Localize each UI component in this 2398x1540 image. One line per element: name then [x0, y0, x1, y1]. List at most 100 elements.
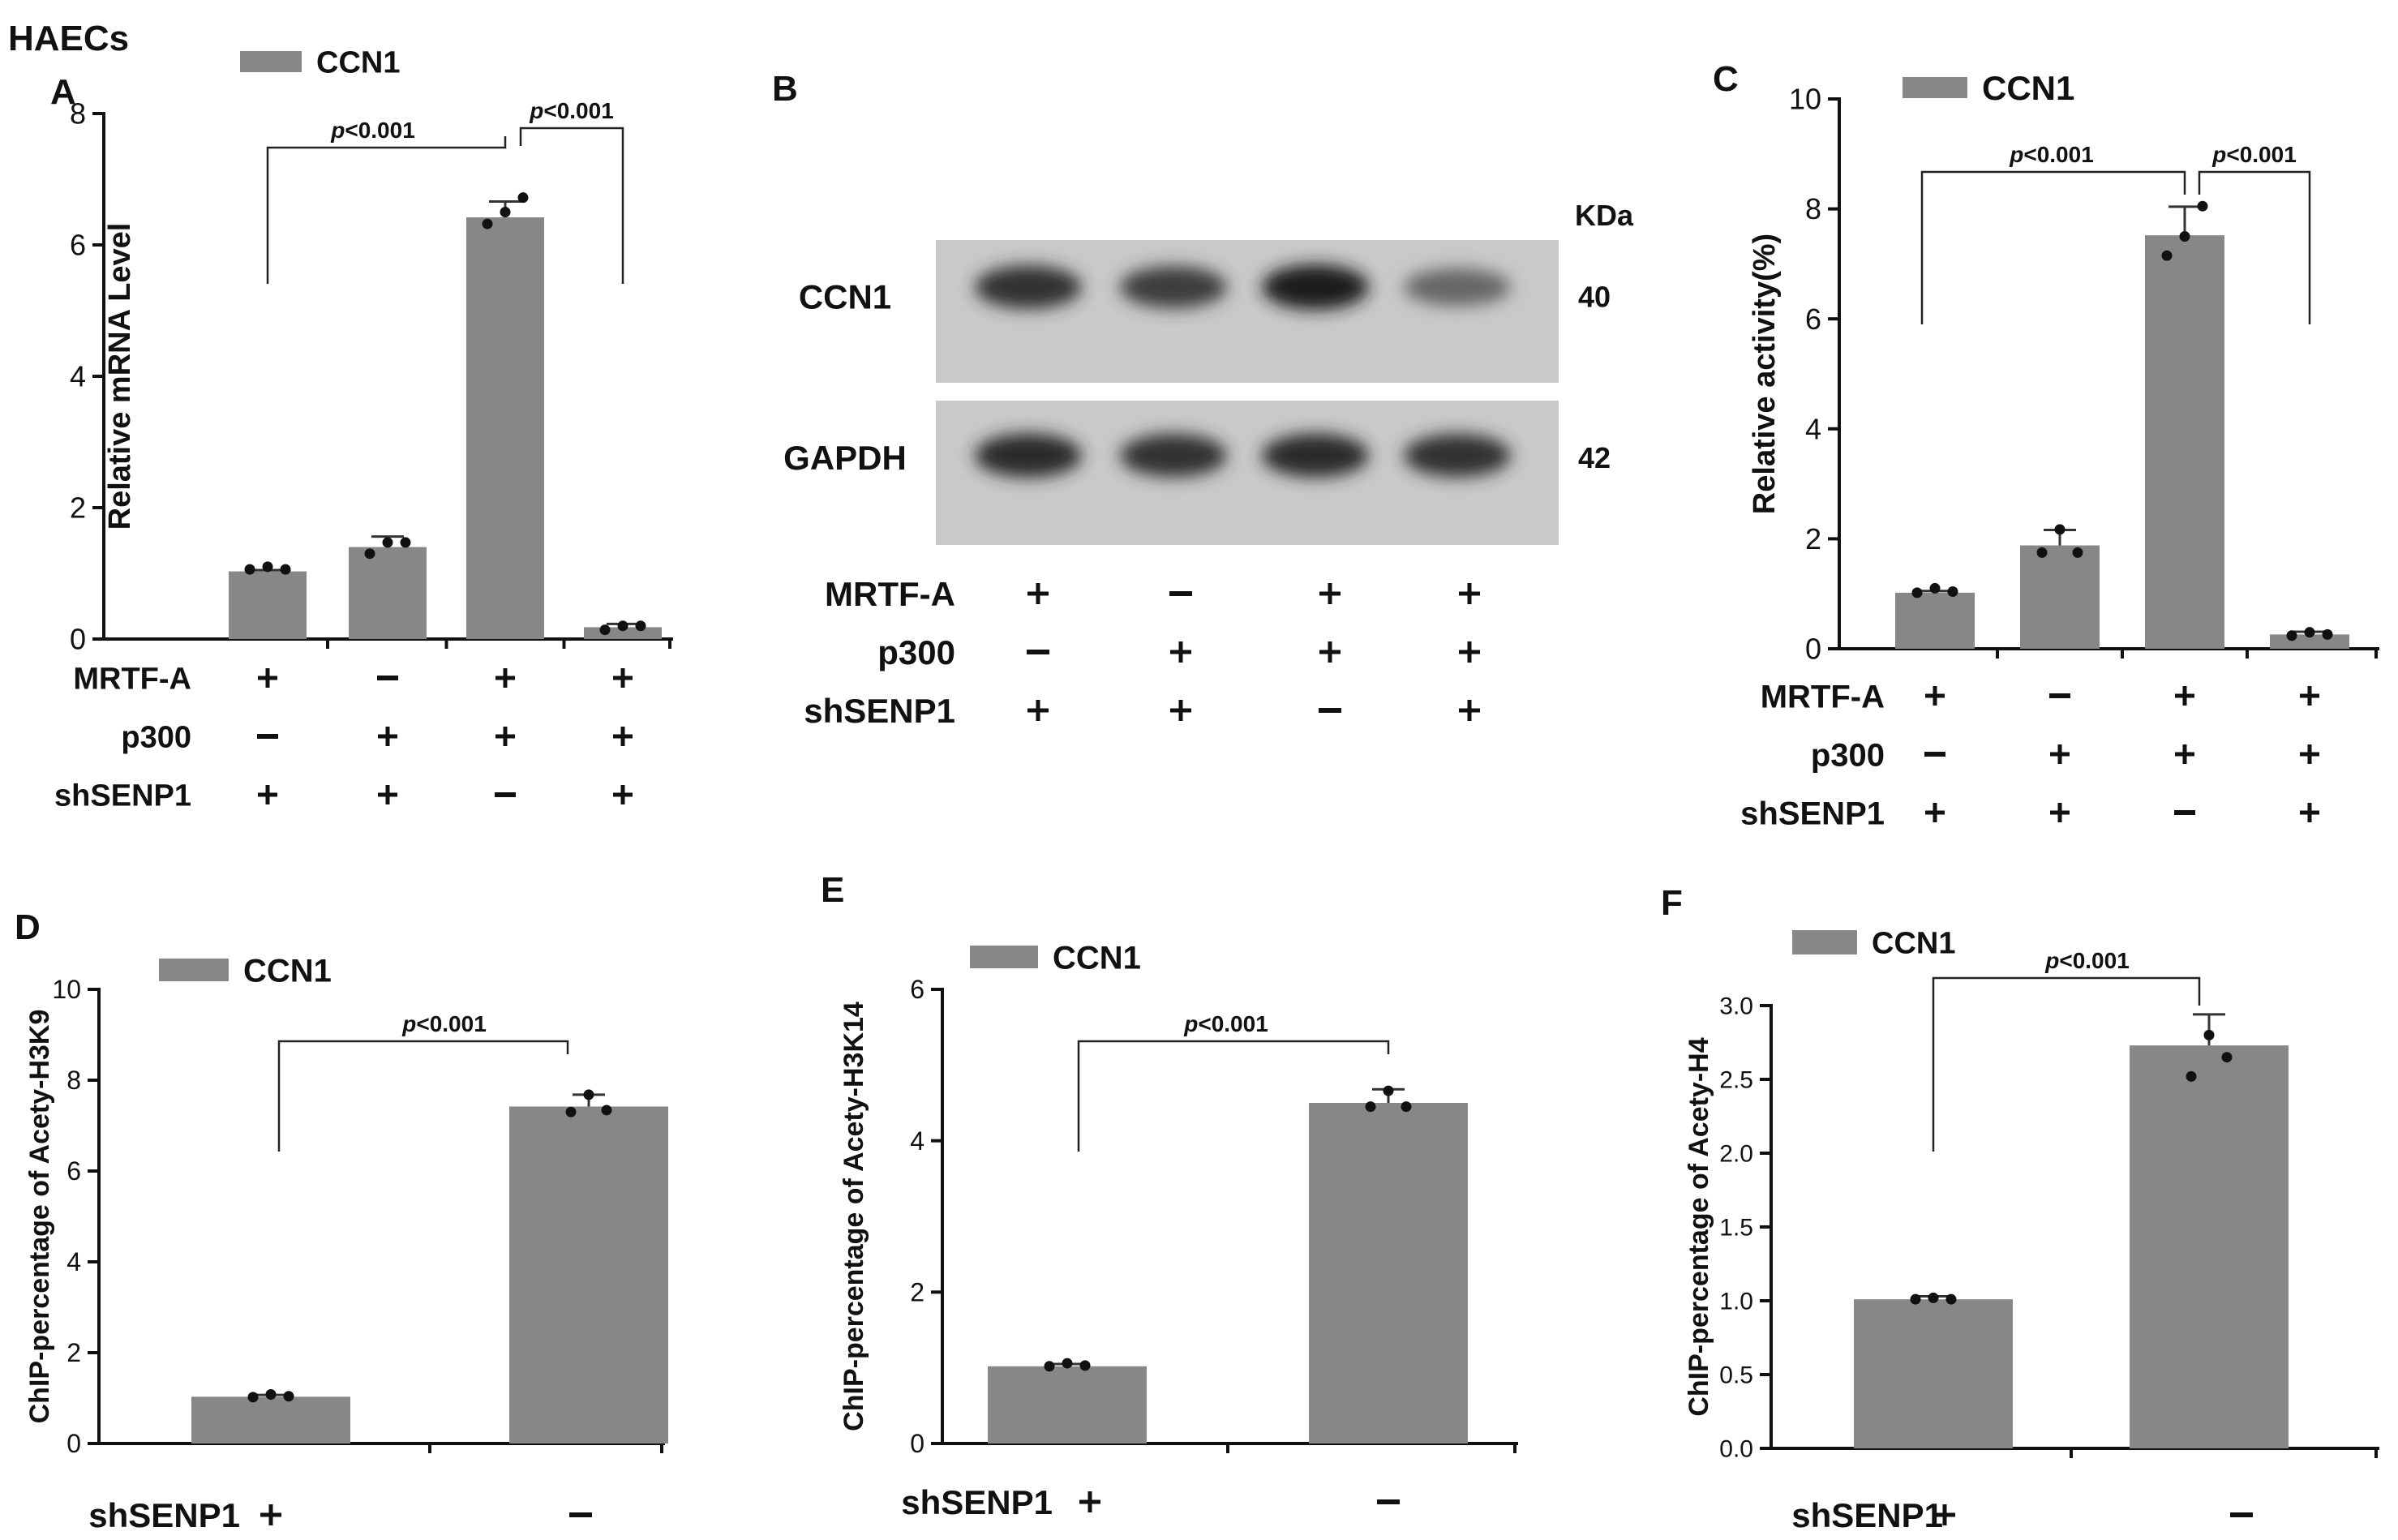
y-tick-label: 0 [1805, 633, 1821, 666]
data-point [1079, 1360, 1091, 1371]
protein-label: GAPDH [783, 439, 907, 477]
bar [2020, 545, 2100, 649]
plus-sign-stem [1036, 583, 1040, 604]
data-point [2186, 1070, 2197, 1082]
plus-sign-stem [1328, 641, 1332, 663]
plus-sign-stem [1933, 686, 1937, 706]
plus-sign-stem [1467, 700, 1472, 721]
y-tick-label: 8 [1805, 192, 1821, 225]
legend-swatch [159, 959, 229, 981]
y-tick-label: 2 [910, 1278, 924, 1307]
y-tick-label: 4 [70, 360, 86, 393]
condition-label: p300 [121, 721, 191, 755]
data-point [601, 1105, 612, 1116]
plus-sign-stem [1467, 641, 1472, 663]
data-point [599, 624, 611, 636]
significance-bracket [277, 1040, 569, 1152]
bar [191, 1396, 350, 1443]
blot-band [1120, 266, 1227, 309]
blot-band [975, 433, 1082, 478]
p-value-symbol: p [2009, 142, 2023, 167]
data-point [1945, 1293, 1957, 1305]
plus-sign-stem [265, 785, 270, 804]
p-value-symbol: p [2044, 948, 2059, 973]
data-point [1365, 1101, 1376, 1113]
plus-sign-stem [1036, 700, 1040, 721]
data-point [1044, 1361, 1055, 1372]
minus-sign [1169, 591, 1192, 596]
data-point [2036, 547, 2048, 558]
p-value-label: p<0.001 [330, 118, 415, 143]
data-point [2072, 547, 2083, 558]
data-point [2203, 1029, 2215, 1040]
minus-sign [2049, 693, 2070, 698]
panel-a-letter: A [50, 72, 76, 112]
bar [2130, 1045, 2289, 1448]
condition-label: shSENP1 [1791, 1496, 1943, 1534]
data-point [482, 218, 493, 229]
y-tick-label: 0 [910, 1429, 924, 1458]
data-point [583, 1089, 594, 1100]
bar [988, 1366, 1147, 1443]
p-value-threshold: <0.001 [543, 98, 613, 123]
p-value-symbol: p [529, 98, 543, 123]
data-point [247, 1392, 259, 1403]
blot-background [936, 240, 1559, 383]
kda-unit-label: KDa [1575, 199, 1634, 232]
kda-value-label: 42 [1578, 441, 1611, 474]
p-value-threshold: <0.001 [416, 1011, 486, 1036]
y-axis-label: Relative activity(%) [1748, 234, 1782, 514]
blot-band [1262, 264, 1369, 311]
data-point [617, 620, 628, 632]
y-tick-label: 0 [66, 1429, 81, 1458]
plus-sign-stem [385, 785, 390, 804]
minus-sign [2174, 810, 2195, 815]
p-value-label: p<0.001 [401, 1011, 487, 1036]
data-point [1062, 1358, 1073, 1369]
bar [2145, 235, 2224, 649]
p-value-label: p<0.001 [2009, 142, 2094, 167]
legend-label: CCN1 [1053, 940, 1141, 976]
plus-sign-stem [503, 727, 508, 746]
data-point [1928, 1292, 1939, 1303]
condition-label: shSENP1 [1740, 796, 1885, 831]
plus-sign-stem [2307, 803, 2312, 822]
data-point [283, 1391, 294, 1402]
p-value-symbol: p [401, 1011, 416, 1036]
data-point [280, 564, 291, 575]
y-tick-label: 4 [910, 1126, 924, 1156]
p-value-threshold: <0.001 [2023, 142, 2093, 167]
plus-sign-stem [620, 727, 625, 746]
significance-bracket [1920, 170, 2186, 324]
data-point [2221, 1052, 2233, 1063]
plus-sign-stem [1942, 1504, 1947, 1525]
data-point [517, 192, 529, 204]
condition-label: MRTF-A [1761, 679, 1885, 714]
plus-sign-stem [1178, 641, 1183, 663]
condition-label: p300 [1811, 737, 1885, 773]
blot-band [1120, 433, 1227, 478]
protein-label: CCN1 [799, 277, 891, 315]
plus-sign-stem [503, 668, 508, 688]
condition-label: shSENP1 [804, 692, 955, 730]
plus-sign-stem [1328, 583, 1332, 604]
plus-sign-stem [1933, 803, 1937, 822]
y-tick-label: 10 [1789, 83, 1821, 116]
minus-sign [377, 676, 398, 680]
bar [229, 571, 307, 639]
p-value-symbol: p [2211, 142, 2226, 167]
y-tick-label: 0.5 [1719, 1362, 1753, 1389]
condition-label: shSENP1 [901, 1483, 1053, 1521]
panel-d-letter: D [15, 907, 41, 947]
data-point [1929, 582, 1941, 594]
p-value-label: p<0.001 [2211, 142, 2297, 167]
plus-sign-stem [265, 668, 270, 688]
significance-bracket [1077, 1040, 1390, 1152]
panel-c-letter: C [1713, 59, 1739, 99]
p-value-threshold: <0.001 [1198, 1011, 1268, 1036]
blot-band [1404, 268, 1511, 307]
data-point [382, 537, 393, 548]
blot-band [1262, 433, 1369, 478]
